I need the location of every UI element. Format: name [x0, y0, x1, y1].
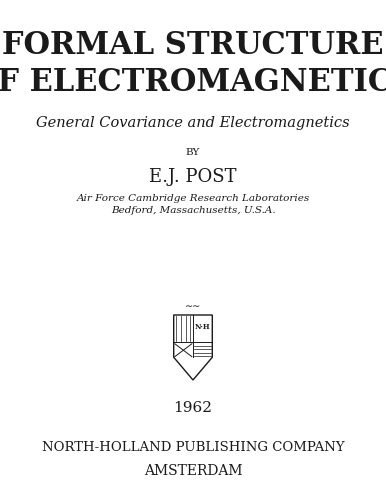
Text: Bedford, Massachusetts, U.S.A.: Bedford, Massachusetts, U.S.A. — [111, 206, 275, 215]
Text: ∼∼: ∼∼ — [185, 301, 201, 311]
Text: General Covariance and Electromagnetics: General Covariance and Electromagnetics — [36, 116, 350, 130]
Text: BY: BY — [186, 148, 200, 157]
Text: 1962: 1962 — [173, 400, 213, 414]
Text: N·H: N·H — [195, 322, 210, 330]
Text: Air Force Cambridge Research Laboratories: Air Force Cambridge Research Laboratorie… — [76, 194, 310, 203]
Text: OF ELECTROMAGNETICS: OF ELECTROMAGNETICS — [0, 67, 386, 98]
Text: FORMAL STRUCTURE: FORMAL STRUCTURE — [2, 30, 384, 60]
Text: AMSTERDAM: AMSTERDAM — [144, 464, 242, 478]
PathPatch shape — [174, 315, 212, 380]
Text: NORTH-HOLLAND PUBLISHING COMPANY: NORTH-HOLLAND PUBLISHING COMPANY — [42, 441, 344, 454]
Text: E.J. POST: E.J. POST — [149, 168, 237, 186]
